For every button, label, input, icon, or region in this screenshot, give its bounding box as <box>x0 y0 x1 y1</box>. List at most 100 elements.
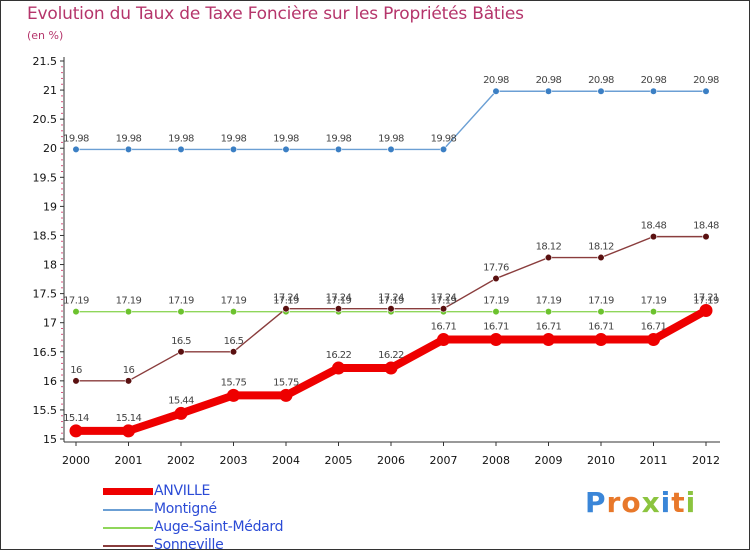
x-tick-label: 2010 <box>587 454 615 467</box>
data-label-montigne: 20.98 <box>536 75 562 86</box>
data-point-anville <box>699 303 713 317</box>
data-point-montigne <box>702 87 710 95</box>
data-label-montigne: 20.98 <box>693 75 719 86</box>
data-point-anville <box>332 361 345 375</box>
data-label-auge-saint-medard: 17.19 <box>378 296 404 307</box>
chart-axes: 15 15.5 16 16.5 17 17.5 18 18.5 19 19.5 20 20.5 21 21… <box>33 55 720 467</box>
data-label-auge-saint-medard: 17.19 <box>168 296 194 307</box>
data-point-anville <box>647 333 660 347</box>
data-point-sonneville <box>492 274 500 283</box>
data-point-sonneville <box>544 253 553 262</box>
data-label-auge-saint-medard: 17.19 <box>221 296 247 307</box>
data-label-anville: 15.44 <box>168 395 194 406</box>
data-label-anville: 16.71 <box>431 322 457 333</box>
data-label-sonneville: 18.12 <box>588 242 614 253</box>
legend-swatch-sonneville <box>103 545 153 547</box>
x-tick-label: 2012 <box>692 454 720 467</box>
data-label-auge-saint-medard: 17.19 <box>483 296 509 307</box>
data-point-anville <box>122 424 135 438</box>
data-point-auge-saint-medard <box>492 308 500 316</box>
data-label-sonneville: 17.24 <box>326 293 352 304</box>
data-point-sonneville <box>387 305 395 313</box>
data-label-auge-saint-medard: 17.19 <box>588 296 614 307</box>
data-label-sonneville: 18.48 <box>641 221 667 232</box>
data-point-auge-saint-medard <box>177 308 185 316</box>
logo-letter: i <box>660 486 672 519</box>
data-label-anville: 16.22 <box>326 350 352 361</box>
y-tick-label: 16.5 <box>33 346 58 359</box>
data-point-anville <box>69 424 83 438</box>
data-label-montigne: 19.98 <box>168 133 194 144</box>
y-tick-label: 19.5 <box>33 171 58 184</box>
legend-swatch-anville <box>103 488 153 495</box>
data-label-anville: 16.71 <box>588 322 614 333</box>
data-point-montigne <box>597 87 605 95</box>
data-point-anville <box>279 388 293 402</box>
data-label-anville: 16.71 <box>483 322 509 333</box>
data-label-auge-saint-medard: 17.19 <box>641 296 667 307</box>
data-label-anville: 15.75 <box>221 377 247 388</box>
data-label-montigne: 19.98 <box>326 133 352 144</box>
logo-letter: o <box>621 486 642 519</box>
data-label-anville: 16.22 <box>378 350 404 361</box>
data-label-anville: 16.71 <box>641 322 667 333</box>
data-label-montigne: 19.98 <box>116 133 142 144</box>
data-point-montigne <box>387 145 395 153</box>
data-point-montigne <box>492 87 500 95</box>
data-point-montigne <box>124 145 133 153</box>
data-point-anville <box>227 388 240 402</box>
data-point-sonneville <box>124 377 133 385</box>
x-tick-label: 2002 <box>167 454 195 467</box>
x-tick-label: 2006 <box>377 454 405 467</box>
data-label-montigne: 20.98 <box>483 75 509 86</box>
data-label-montigne: 19.98 <box>221 133 247 144</box>
data-point-auge-saint-medard <box>597 308 605 316</box>
data-point-auge-saint-medard <box>649 308 658 316</box>
data-point-anville <box>594 333 608 347</box>
data-label-auge-saint-medard: 17.19 <box>536 296 562 307</box>
data-label-anville: 15.14 <box>116 413 142 424</box>
data-point-sonneville <box>334 305 343 313</box>
logo-letter: x <box>641 486 661 519</box>
data-point-anville <box>174 406 188 420</box>
data-point-montigne <box>649 87 658 95</box>
chart-title: Evolution du Taux de Taxe Foncière sur l… <box>27 4 524 24</box>
logo-letter: t <box>671 486 686 519</box>
y-tick-label: 19 <box>43 200 57 213</box>
logo-letter: i <box>685 486 697 519</box>
data-point-sonneville <box>702 233 710 241</box>
y-tick-label: 18.5 <box>33 229 58 242</box>
data-label-auge-saint-medard: 17.19 <box>693 296 719 307</box>
y-tick-label: 15.5 <box>33 404 58 417</box>
x-tick-label: 2009 <box>535 454 563 467</box>
data-label-anville: 15.75 <box>273 377 299 388</box>
data-point-auge-saint-medard <box>229 308 238 316</box>
data-label-auge-saint-medard: 17.19 <box>431 296 457 307</box>
legend-swatch-auge-saint-medard <box>103 527 153 529</box>
x-tick-label: 2000 <box>62 454 90 467</box>
data-point-montigne <box>544 87 553 95</box>
proxiti-logo: Proxiti <box>585 486 696 519</box>
y-tick-label: 17 <box>43 317 57 330</box>
data-point-auge-saint-medard <box>124 308 133 316</box>
data-label-sonneville: 16.5 <box>171 336 191 347</box>
data-label-auge-saint-medard: 17.19 <box>326 296 352 307</box>
data-point-sonneville <box>649 233 658 241</box>
x-tick-label: 2003 <box>220 454 248 467</box>
y-tick-label: 15 <box>43 433 57 446</box>
series-data-labels: 19.98 19.98 19.98 19.98 19.98 19.98 19.98 19.98… <box>63 75 719 424</box>
data-point-montigne <box>72 145 80 153</box>
legend-label-auge-saint-medard: Auge-Saint-Médard <box>154 519 284 535</box>
logo-letter: r <box>606 486 622 519</box>
data-label-montigne: 19.98 <box>431 133 457 144</box>
data-point-montigne <box>439 145 448 153</box>
data-point-sonneville <box>597 253 605 262</box>
data-label-sonneville: 16 <box>123 365 135 376</box>
legend-swatch-montigne <box>103 509 153 511</box>
x-tick-label: 2011 <box>640 454 668 467</box>
data-point-sonneville <box>439 305 448 313</box>
data-label-sonneville: 18.48 <box>693 221 719 232</box>
x-tick-label: 2005 <box>325 454 353 467</box>
logo-letter: P <box>585 486 607 519</box>
data-point-auge-saint-medard <box>544 308 553 316</box>
